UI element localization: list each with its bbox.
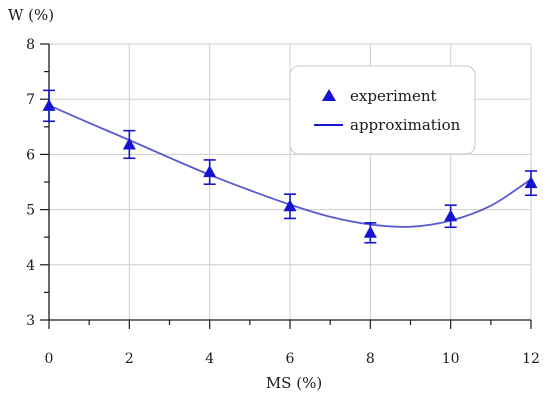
experiment-point xyxy=(524,176,538,189)
tick-labels: 0 2 4 6 8 10 12 3 4 5 6 7 8 xyxy=(26,37,540,367)
x-tick-label: 6 xyxy=(286,351,295,367)
y-tick-label: 8 xyxy=(26,37,35,53)
experiment-point xyxy=(363,225,377,238)
x-tick-label: 8 xyxy=(366,351,375,367)
experiment-point xyxy=(283,199,297,212)
experiment-point xyxy=(203,165,217,178)
x-tick-label: 4 xyxy=(205,351,214,367)
series xyxy=(42,89,538,244)
y-axis-label: W (%) xyxy=(8,6,54,24)
legend: experiment approximation xyxy=(289,65,476,155)
y-tick-label: 4 xyxy=(26,258,35,274)
experiment-point xyxy=(122,137,136,150)
legend-approximation-label: approximation xyxy=(350,116,461,134)
legend-experiment-marker xyxy=(322,89,336,101)
y-tick-label: 7 xyxy=(26,92,35,108)
x-tick-label: 0 xyxy=(45,351,54,367)
experiment-point xyxy=(444,209,458,222)
x-tick-label: 10 xyxy=(442,351,460,367)
x-axis-label: MS (%) xyxy=(266,374,322,392)
legend-experiment-label: experiment xyxy=(350,87,437,105)
y-tick-label: 5 xyxy=(26,203,35,219)
y-tick-label: 3 xyxy=(26,313,35,329)
experiment-point xyxy=(42,98,56,111)
legend-box xyxy=(289,65,476,155)
x-tick-label: 2 xyxy=(125,351,134,367)
x-tick-label: 12 xyxy=(522,351,540,367)
y-tick-label: 6 xyxy=(26,147,35,163)
